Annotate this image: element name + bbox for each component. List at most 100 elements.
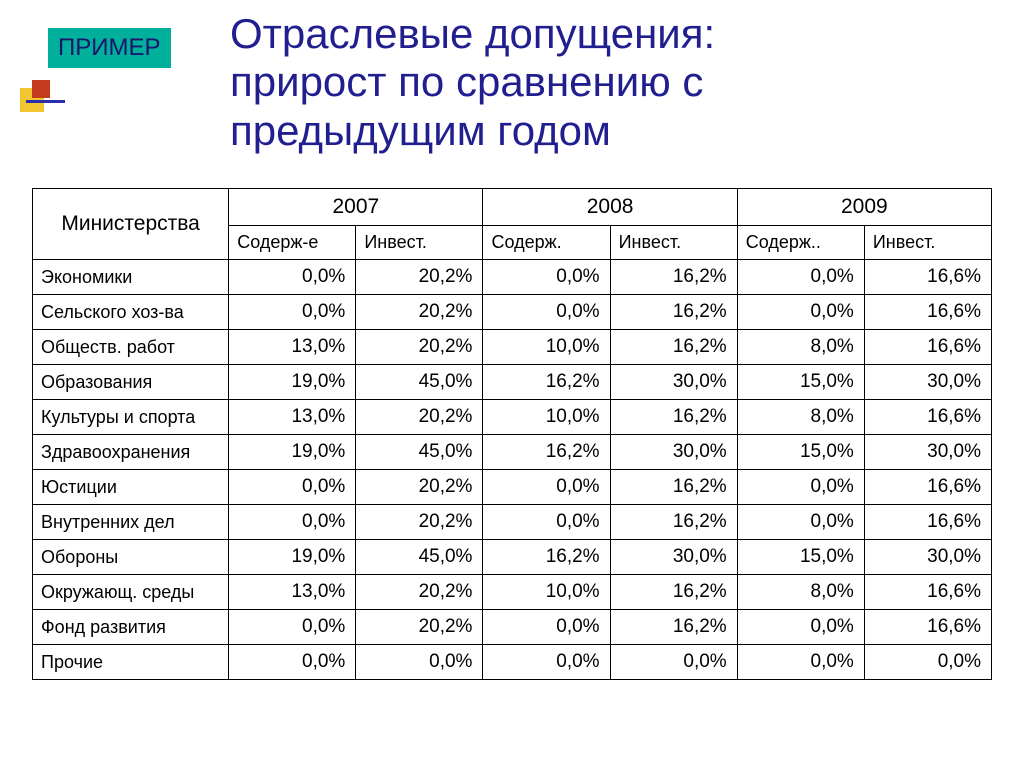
data-cell: 0,0% — [483, 505, 610, 540]
data-cell: 8,0% — [737, 330, 864, 365]
data-cell: 16,2% — [610, 470, 737, 505]
table-row: Прочие0,0%0,0%0,0%0,0%0,0%0,0% — [33, 645, 992, 680]
title-line-3: предыдущим годом — [230, 107, 1010, 155]
data-cell: 16,2% — [610, 295, 737, 330]
data-cell: 19,0% — [229, 435, 356, 470]
data-cell: 0,0% — [737, 505, 864, 540]
data-cell: 16,6% — [864, 610, 991, 645]
row-label: Окружающ. среды — [33, 575, 229, 610]
data-cell: 0,0% — [737, 295, 864, 330]
data-cell: 20,2% — [356, 575, 483, 610]
data-cell: 0,0% — [356, 645, 483, 680]
data-cell: 0,0% — [483, 260, 610, 295]
data-cell: 20,2% — [356, 610, 483, 645]
table-row: Окружающ. среды13,0%20,2%10,0%16,2%8,0%1… — [33, 575, 992, 610]
data-cell: 19,0% — [229, 540, 356, 575]
data-cell: 45,0% — [356, 435, 483, 470]
data-cell: 0,0% — [229, 645, 356, 680]
data-cell: 20,2% — [356, 400, 483, 435]
data-cell: 0,0% — [229, 610, 356, 645]
data-cell: 16,6% — [864, 260, 991, 295]
data-cell: 16,2% — [483, 435, 610, 470]
data-cell: 13,0% — [229, 575, 356, 610]
table-row: Здравоохранения19,0%45,0%16,2%30,0%15,0%… — [33, 435, 992, 470]
data-cell: 0,0% — [229, 260, 356, 295]
data-cell: 16,6% — [864, 505, 991, 540]
table-row: Фонд развития0,0%20,2%0,0%16,2%0,0%16,6% — [33, 610, 992, 645]
data-cell: 0,0% — [483, 470, 610, 505]
data-cell: 20,2% — [356, 330, 483, 365]
data-cell: 16,2% — [610, 260, 737, 295]
data-cell: 0,0% — [229, 295, 356, 330]
table-row: Юстиции0,0%20,2%0,0%16,2%0,0%16,6% — [33, 470, 992, 505]
data-cell: 16,6% — [864, 470, 991, 505]
data-cell: 10,0% — [483, 575, 610, 610]
data-cell: 20,2% — [356, 505, 483, 540]
data-cell: 16,2% — [610, 330, 737, 365]
table-row: Экономики0,0%20,2%0,0%16,2%0,0%16,6% — [33, 260, 992, 295]
data-cell: 30,0% — [610, 435, 737, 470]
row-label: Сельского хоз-ва — [33, 295, 229, 330]
data-table-container: Министерства200720082009Содерж-еИнвест.С… — [32, 188, 992, 680]
col-subheader-1: Инвест. — [356, 226, 483, 260]
row-label: Обороны — [33, 540, 229, 575]
data-cell: 15,0% — [737, 540, 864, 575]
data-cell: 16,6% — [864, 295, 991, 330]
data-cell: 16,6% — [864, 575, 991, 610]
data-cell: 0,0% — [864, 645, 991, 680]
data-cell: 16,6% — [864, 330, 991, 365]
data-cell: 16,2% — [483, 365, 610, 400]
sector-assumptions-table: Министерства200720082009Содерж-еИнвест.С… — [32, 188, 992, 680]
data-cell: 16,2% — [610, 505, 737, 540]
table-row: Культуры и спорта13,0%20,2%10,0%16,2%8,0… — [33, 400, 992, 435]
col-header-year-2008: 2008 — [483, 189, 737, 226]
col-subheader-3: Инвест. — [610, 226, 737, 260]
title-line-2: прирост по сравнению с — [230, 58, 1010, 106]
col-subheader-0: Содерж-е — [229, 226, 356, 260]
data-cell: 0,0% — [737, 260, 864, 295]
example-badge-text: ПРИМЕР — [58, 34, 161, 61]
data-cell: 20,2% — [356, 295, 483, 330]
data-cell: 0,0% — [737, 470, 864, 505]
row-label: Обществ. работ — [33, 330, 229, 365]
col-header-year-2007: 2007 — [229, 189, 483, 226]
data-cell: 10,0% — [483, 400, 610, 435]
row-label: Фонд развития — [33, 610, 229, 645]
title-line-1: Отраслевые допущения: — [230, 10, 1010, 58]
table-row: Обороны19,0%45,0%16,2%30,0%15,0%30,0% — [33, 540, 992, 575]
data-cell: 16,2% — [610, 400, 737, 435]
data-cell: 30,0% — [864, 540, 991, 575]
data-cell: 20,2% — [356, 260, 483, 295]
data-cell: 19,0% — [229, 365, 356, 400]
row-label: Юстиции — [33, 470, 229, 505]
data-cell: 0,0% — [483, 610, 610, 645]
data-cell: 30,0% — [610, 365, 737, 400]
data-cell: 8,0% — [737, 400, 864, 435]
data-cell: 15,0% — [737, 365, 864, 400]
col-header-year-2009: 2009 — [737, 189, 991, 226]
data-cell: 0,0% — [229, 470, 356, 505]
data-cell: 30,0% — [864, 365, 991, 400]
col-subheader-4: Содерж.. — [737, 226, 864, 260]
data-cell: 0,0% — [229, 505, 356, 540]
data-cell: 16,2% — [610, 610, 737, 645]
table-row: Образования19,0%45,0%16,2%30,0%15,0%30,0… — [33, 365, 992, 400]
slide-title: Отраслевые допущения: прирост по сравнен… — [230, 10, 1010, 155]
data-cell: 16,2% — [483, 540, 610, 575]
col-subheader-2: Содерж. — [483, 226, 610, 260]
data-cell: 8,0% — [737, 575, 864, 610]
data-cell: 15,0% — [737, 435, 864, 470]
row-label: Образования — [33, 365, 229, 400]
col-header-ministries: Министерства — [33, 189, 229, 260]
data-cell: 20,2% — [356, 470, 483, 505]
data-cell: 0,0% — [610, 645, 737, 680]
data-cell: 16,6% — [864, 400, 991, 435]
data-cell: 13,0% — [229, 330, 356, 365]
table-row: Внутренних дел0,0%20,2%0,0%16,2%0,0%16,6… — [33, 505, 992, 540]
table-row: Обществ. работ13,0%20,2%10,0%16,2%8,0%16… — [33, 330, 992, 365]
row-label: Внутренних дел — [33, 505, 229, 540]
row-label: Экономики — [33, 260, 229, 295]
data-cell: 13,0% — [229, 400, 356, 435]
data-cell: 45,0% — [356, 365, 483, 400]
table-row: Сельского хоз-ва0,0%20,2%0,0%16,2%0,0%16… — [33, 295, 992, 330]
